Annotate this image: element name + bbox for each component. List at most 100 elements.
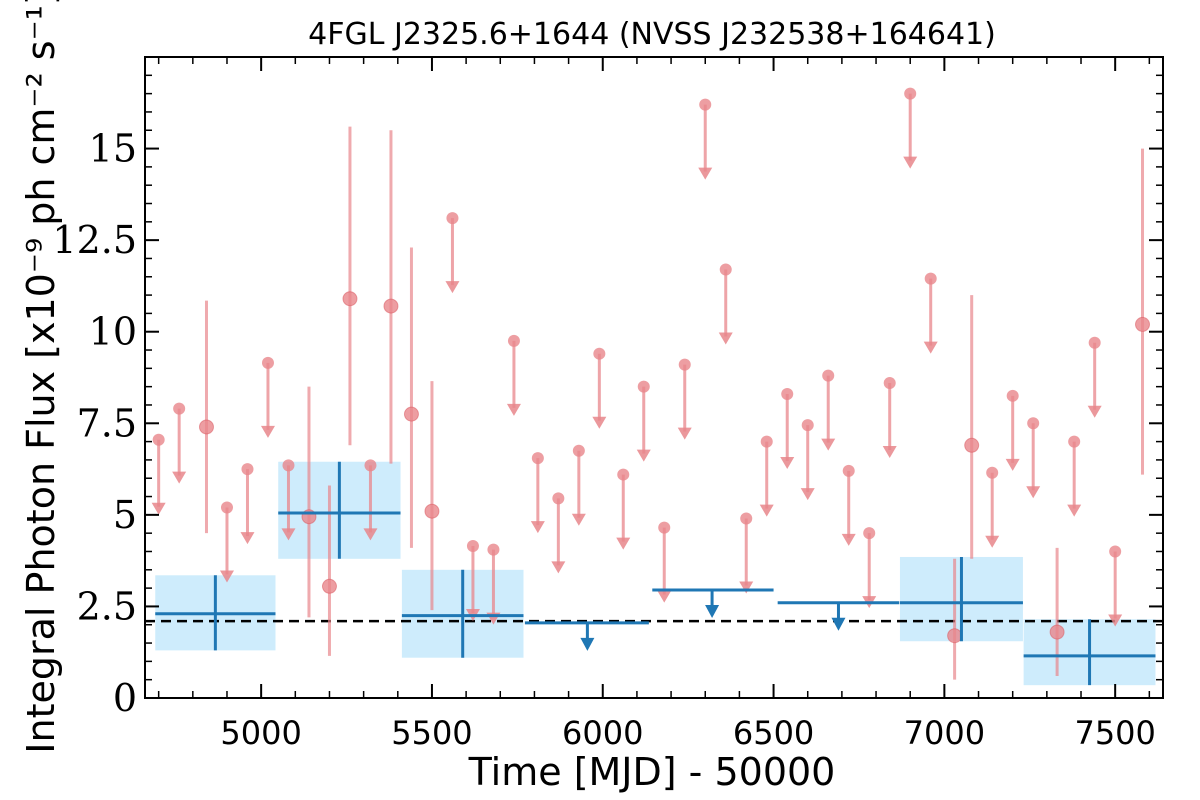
monthly-upper-limit-arrow: [172, 471, 187, 484]
monthly-upper-limit-point: [261, 356, 274, 369]
monthly-upper-limit-arrow: [281, 528, 296, 541]
y-tick-label: 5: [113, 493, 137, 537]
monthly-upper-limit-point: [487, 543, 500, 556]
monthly-upper-limit-arrow: [1005, 458, 1020, 471]
x-tick-label: 5500: [391, 714, 472, 752]
y-tick-label: 0: [113, 676, 137, 720]
monthly-upper-limit-point: [801, 419, 814, 432]
y-tick-label: 12.5: [52, 218, 137, 262]
monthly-upper-limit-point: [883, 376, 896, 389]
y-tick-label: 10: [89, 310, 137, 354]
monthly-upper-limit-arrow: [260, 425, 275, 438]
monthly-upper-limit-arrow: [1026, 486, 1041, 499]
monthly-point: [964, 437, 980, 453]
monthly-upper-limit-point: [658, 521, 671, 534]
monthly-upper-limit-arrow: [636, 449, 651, 462]
yearly-upper-limit-arrow: [831, 617, 846, 631]
monthly-upper-limit-point: [863, 527, 876, 540]
yearly-upper-limit-arrow: [705, 604, 720, 618]
monthly-upper-limit-point: [904, 87, 917, 100]
monthly-upper-limit-arrow: [923, 341, 938, 354]
x-tick-label: 7500: [1074, 714, 1155, 752]
monthly-upper-limit-arrow: [1067, 504, 1082, 517]
monthly-upper-limit-point: [572, 444, 585, 457]
monthly-upper-limit-point: [364, 459, 377, 472]
monthly-upper-limit-point: [466, 539, 479, 552]
monthly-upper-limit-point: [1027, 417, 1040, 430]
monthly-upper-limit-point: [173, 402, 186, 415]
monthly-upper-limit-point: [719, 263, 732, 276]
chart-title: 4FGL J2325.6+1644 (NVSS J232538+164641): [308, 17, 996, 52]
monthly-point: [947, 628, 963, 644]
monthly-upper-limit-point: [924, 272, 937, 285]
monthly-upper-limit-point: [507, 334, 520, 347]
monthly-upper-limit-point: [1109, 545, 1122, 558]
y-tick-label: 15: [89, 127, 137, 171]
x-axis-label: Time [MJD] - 50000: [468, 750, 836, 794]
axes: 5000 5500 6000 6500 7000 7500 0 2.5 5 7.5 10 12.5 15: [52, 56, 1163, 752]
monthly-upper-limit-arrow: [780, 456, 795, 469]
monthly-upper-limit-arrow: [530, 521, 545, 534]
monthly-upper-limit-point: [678, 358, 691, 371]
monthly-upper-limit-point: [986, 466, 999, 479]
monthly-upper-limit-point: [740, 512, 753, 525]
monthly-upper-limit-arrow: [882, 445, 897, 458]
monthly-upper-limit-point: [637, 380, 650, 393]
monthly-upper-limit-arrow: [841, 533, 856, 546]
monthly-point: [403, 406, 419, 422]
monthly-upper-limit-point: [617, 468, 630, 481]
monthly-upper-limit-point: [1088, 336, 1101, 349]
monthly-upper-limit-arrow: [677, 427, 692, 440]
plot-frame: [144, 56, 1164, 699]
y-tick-label: 7.5: [77, 401, 137, 445]
monthly-upper-limit-arrow: [821, 438, 836, 451]
monthly-upper-limit-arrow: [903, 156, 918, 169]
monthly-upper-limit-arrow: [445, 281, 460, 294]
monthly-upper-limit-point: [446, 212, 459, 225]
monthly-point: [383, 298, 399, 314]
monthly-upper-limit-arrow: [219, 570, 234, 583]
monthly-points-layer: [151, 87, 1151, 680]
monthly-upper-limit-arrow: [985, 535, 1000, 548]
monthly-upper-limit-point: [593, 347, 606, 360]
monthly-upper-limit-point: [760, 435, 773, 448]
monthly-upper-limit-point: [282, 459, 295, 472]
monthly-upper-limit-arrow: [1108, 614, 1123, 627]
monthly-upper-limit-arrow: [571, 513, 586, 526]
monthly-upper-limit-arrow: [800, 488, 815, 501]
monthly-upper-limit-point: [531, 452, 544, 465]
monthly-upper-limit-arrow: [551, 561, 566, 574]
monthly-upper-limit-arrow: [698, 167, 713, 180]
monthly-upper-limit-point: [781, 387, 794, 400]
monthly-upper-limit-arrow: [363, 528, 378, 541]
x-tick-label: 6000: [562, 714, 643, 752]
monthly-upper-limit-point: [842, 464, 855, 477]
monthly-upper-limit-point: [699, 98, 712, 111]
yearly-upper-limit-arrow: [580, 637, 595, 651]
monthly-upper-limit-point: [152, 433, 165, 446]
monthly-upper-limit-arrow: [657, 590, 672, 603]
monthly-upper-limit-arrow: [151, 502, 166, 515]
x-tick-label: 6500: [733, 714, 814, 752]
monthly-point: [424, 503, 440, 519]
monthly-upper-limit-point: [1006, 389, 1019, 402]
monthly-upper-limit-point: [552, 492, 565, 505]
monthly-point: [342, 291, 358, 307]
y-axis-label: Integral Photon Flux [x10⁻⁹ ph cm⁻² s⁻¹]: [19, 0, 63, 754]
monthly-point: [1049, 624, 1065, 640]
monthly-point: [1135, 316, 1151, 332]
y-tick-label: 2.5: [77, 584, 137, 628]
monthly-upper-limit-arrow: [240, 532, 255, 545]
monthly-point: [198, 419, 214, 435]
monthly-upper-limit-point: [241, 463, 254, 476]
monthly-upper-limit-arrow: [739, 581, 754, 594]
monthly-upper-limit-arrow: [1087, 405, 1102, 418]
x-tick-label: 5000: [220, 714, 301, 752]
monthly-upper-limit-arrow: [616, 537, 631, 550]
monthly-upper-limit-arrow: [718, 332, 733, 345]
x-tick-label: 7000: [904, 714, 985, 752]
monthly-upper-limit-arrow: [506, 403, 521, 416]
yearly-error-boxes: [155, 461, 1156, 686]
monthly-upper-limit-point: [822, 369, 835, 382]
